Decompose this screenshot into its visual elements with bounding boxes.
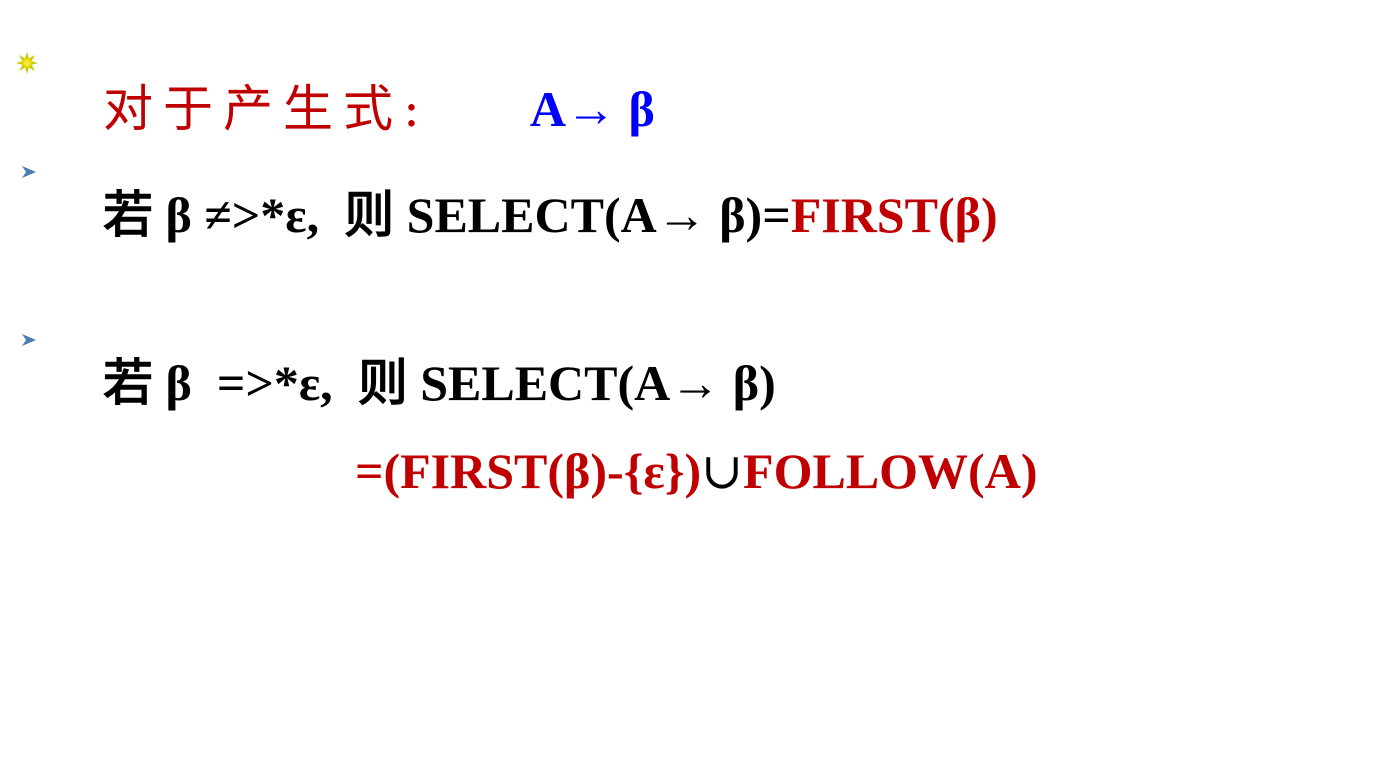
- sun-bullet-icon: [16, 52, 38, 74]
- condition-nullable: 若 β =>*ε,: [103, 355, 333, 411]
- title-line: 对于产生式: A→ β: [78, 34, 655, 134]
- rule-nullable: 若 β =>*ε, 则 SELECT(A→ β): [78, 308, 776, 411]
- rule-nullable-result: =(FIRST(β)-{ε})∪FOLLOW(A): [330, 396, 1037, 496]
- then-label: 则: [344, 185, 395, 244]
- union-symbol: ∪: [701, 442, 744, 500]
- triangle-arrow-bullet-icon: [22, 334, 36, 346]
- then-label: 则: [357, 353, 408, 412]
- production-formula: A→ β: [529, 81, 655, 137]
- select-expression: SELECT(A→ β)=: [406, 187, 791, 243]
- select-expression: SELECT(A→ β): [420, 355, 776, 411]
- first-set-result: FIRST(β): [790, 187, 998, 243]
- triangle-arrow-bullet-icon: [22, 166, 36, 178]
- condition-non-nullable: 若 β ≠>*ε,: [103, 187, 320, 243]
- follow-set: FOLLOW(A): [743, 443, 1038, 499]
- first-minus-epsilon: =(FIRST(β)-{ε}): [355, 443, 702, 499]
- production-label: 对于产生式:: [103, 80, 430, 138]
- rule-non-nullable: 若 β ≠>*ε, 则 SELECT(A→ β)=FIRST(β): [78, 140, 998, 243]
